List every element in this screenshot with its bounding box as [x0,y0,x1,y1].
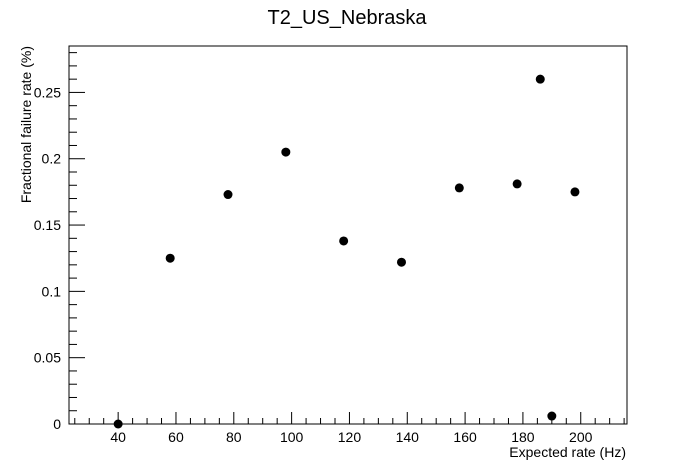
data-point [535,74,545,84]
data-point [339,236,349,246]
data-point [113,419,123,429]
x-tick-label: 60 [168,429,184,445]
data-point [547,411,557,421]
data-points [113,74,580,429]
y-tick-label: 0.2 [42,151,62,167]
x-tick-label: 160 [453,429,477,445]
x-tick-label: 80 [226,429,242,445]
chart-title: T2_US_Nebraska [268,7,428,29]
x-tick-label: 100 [280,429,304,445]
x-tick-label: 180 [511,429,535,445]
plot-border [68,45,628,425]
y-tick-label: 0.1 [42,283,62,299]
plot-frame [68,45,628,425]
data-point [396,257,406,267]
x-tick-label: 200 [569,429,593,445]
y-tick-label: 0 [53,416,61,432]
data-point [165,253,175,263]
data-point [512,179,522,189]
y-tick-label: 0.15 [34,217,61,233]
x-tick-label: 120 [338,429,362,445]
y-tick-label: 0.05 [34,350,61,366]
x-axis-ticks: 40 60 80 100 120 140 160 180 200 [74,412,625,445]
y-axis-ticks: 0 0.05 0.1 0.15 0.2 0.25 [34,52,85,432]
data-point [570,187,580,197]
x-tick-label: 140 [396,429,420,445]
data-point [281,147,291,157]
x-tick-label: 40 [110,429,126,445]
y-axis-title: Fractional failure rate (%) [18,46,34,203]
data-point [454,183,464,193]
y-tick-label: 0.25 [34,84,61,100]
data-point [223,190,233,200]
x-axis-title: Expected rate (Hz) [509,444,626,460]
